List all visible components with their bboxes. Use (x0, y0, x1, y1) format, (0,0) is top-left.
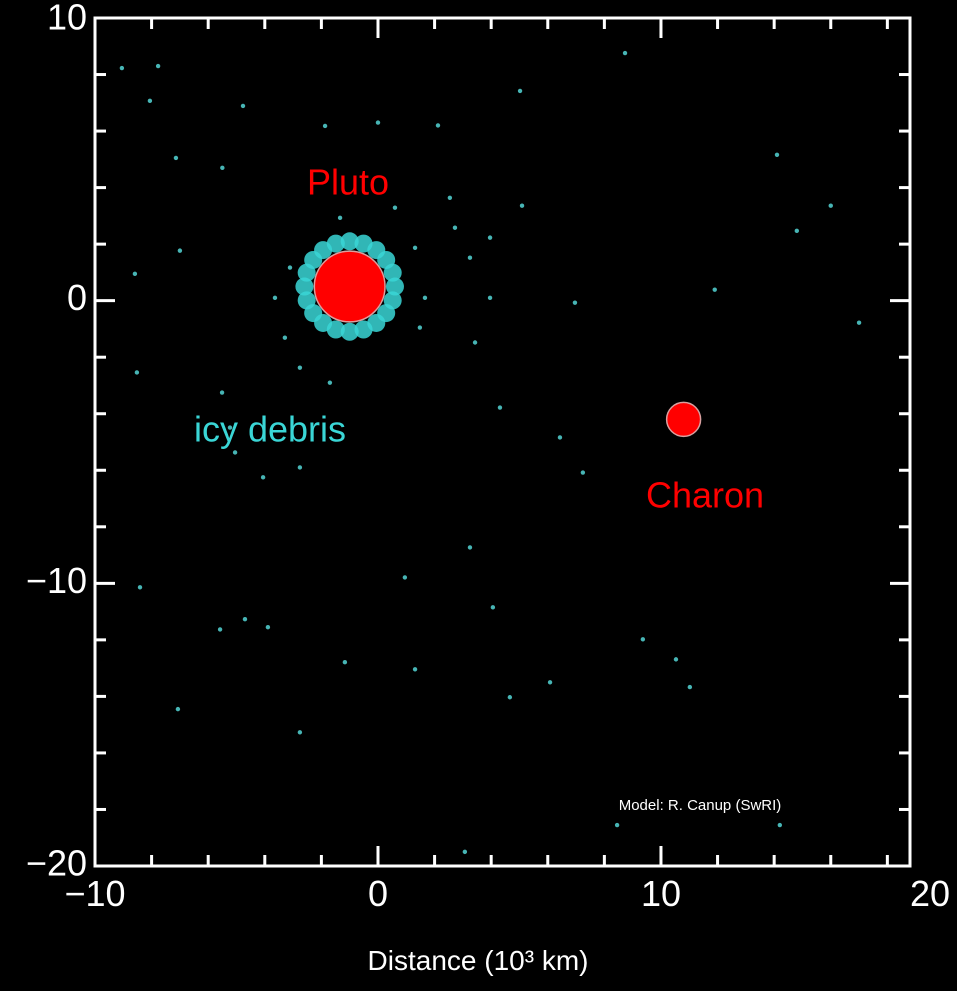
halo-point (340, 322, 359, 341)
halo-point (354, 234, 373, 253)
debris-point (232, 450, 238, 455)
debris-point (622, 50, 628, 56)
x-axis-label: Distance (10³ km) (368, 945, 589, 976)
debris-point (260, 475, 266, 480)
halo-point (295, 277, 314, 296)
halo-point (385, 277, 404, 296)
credit: Model: R. Canup (SwRI) (619, 797, 782, 814)
debris-point (173, 155, 179, 161)
debris-point (422, 295, 428, 301)
debris-point (337, 215, 343, 221)
debris-point (282, 335, 288, 340)
debris-point (487, 295, 493, 301)
halo-point (340, 232, 359, 251)
debris-point (435, 123, 441, 128)
y-tick-label: 0 (67, 277, 87, 318)
y-tick-label: −10 (26, 560, 87, 601)
body (665, 401, 702, 438)
body-label: Pluto (307, 162, 389, 203)
debris-point (297, 365, 303, 370)
plot-frame (93, 16, 912, 868)
debris-point (375, 120, 381, 125)
debris-point (137, 585, 143, 590)
y-tick-label: 10 (47, 0, 87, 38)
x-tick-label: 20 (910, 873, 950, 914)
halo-point (326, 320, 345, 339)
halo-point (383, 291, 402, 310)
debris-point (177, 248, 183, 253)
debris-point (297, 465, 303, 470)
debris-point (327, 380, 333, 385)
debris-point (447, 195, 453, 200)
y-tick-label: −20 (26, 843, 87, 884)
debris-point (497, 405, 503, 410)
debris-point (777, 822, 783, 828)
debris-label: icy debris (194, 409, 346, 450)
debris-point (287, 265, 293, 270)
debris-point (342, 659, 348, 665)
debris-point (572, 300, 578, 305)
debris-point (507, 695, 513, 700)
debris-point (322, 123, 328, 129)
debris-point (219, 390, 225, 395)
x-tick-label: −10 (64, 873, 125, 914)
debris-point (265, 624, 271, 630)
debris-point (828, 203, 833, 208)
debris-point (242, 617, 248, 622)
debris-point (673, 657, 679, 662)
debris-point (272, 295, 278, 301)
debris-point (402, 575, 408, 580)
debris-point (490, 605, 496, 610)
debris-point (580, 470, 586, 475)
debris-point (119, 65, 125, 71)
debris-point (519, 203, 525, 208)
debris-point (134, 370, 140, 375)
debris-point (547, 680, 553, 685)
debris-point (217, 627, 223, 632)
debris-point (640, 637, 646, 642)
debris-point (774, 152, 780, 158)
body-label: Charon (646, 475, 764, 516)
debris-point (240, 103, 246, 109)
debris-point (227, 425, 233, 430)
debris-point (155, 63, 161, 69)
debris-point (452, 225, 458, 230)
body (313, 250, 386, 323)
debris-point (557, 435, 563, 440)
debris-point (392, 205, 398, 210)
debris-point (220, 165, 225, 171)
debris-point (472, 340, 478, 345)
debris-point (132, 271, 138, 277)
debris-point (467, 545, 473, 550)
debris-point (297, 730, 303, 735)
debris-point (614, 822, 620, 828)
halo-point (297, 263, 316, 282)
debris-point (467, 255, 473, 260)
x-tick-label: 10 (641, 873, 681, 914)
debris-point (417, 325, 423, 330)
debris-point (687, 684, 693, 690)
debris-point (517, 88, 523, 94)
debris-point (462, 849, 468, 855)
debris-point (412, 245, 418, 251)
debris-point (712, 287, 717, 292)
debris-point (412, 667, 418, 672)
x-tick-label: 0 (368, 873, 388, 914)
debris-point (794, 228, 800, 234)
debris-point (487, 235, 493, 240)
debris-point (147, 98, 153, 104)
debris-point (856, 320, 862, 325)
debris-point (175, 706, 181, 712)
